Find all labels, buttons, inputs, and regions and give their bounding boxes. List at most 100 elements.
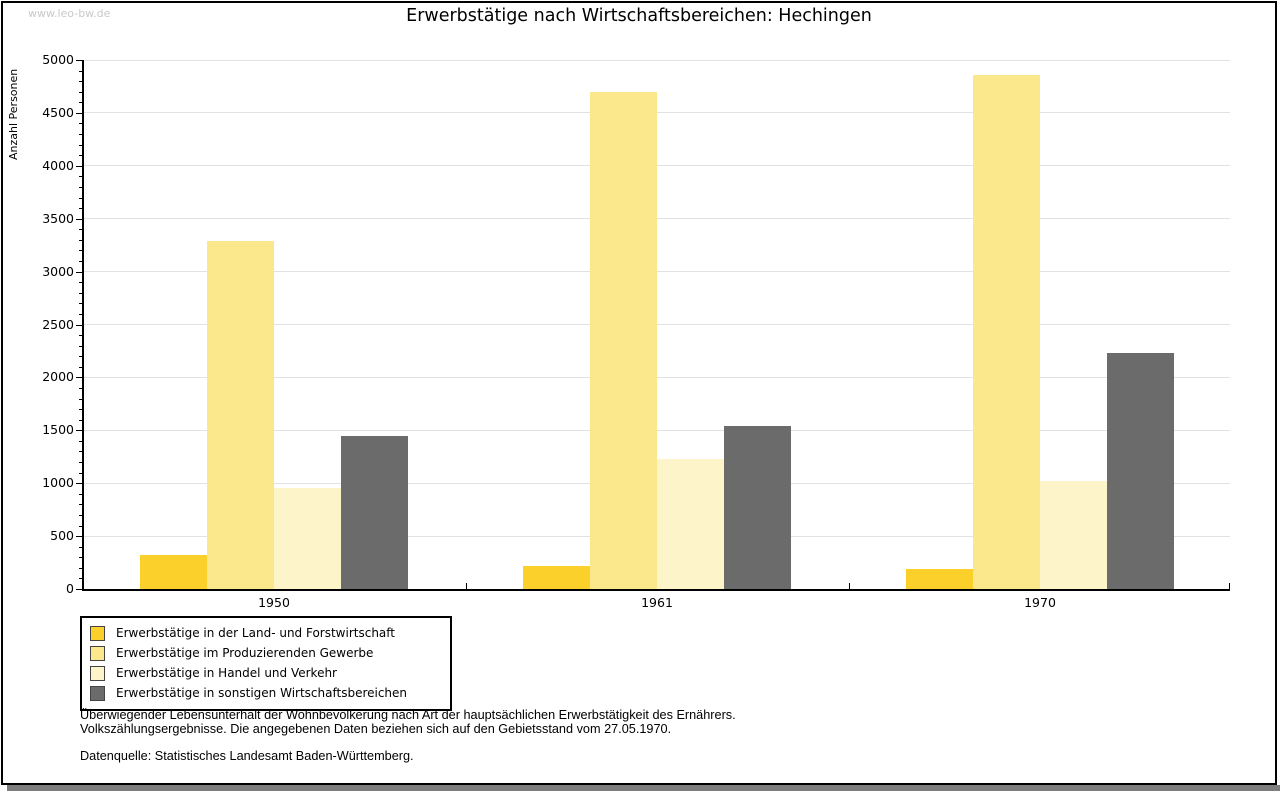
footnote-line-2: Volkszählungsergebnisse. Die angegebenen… [80,721,672,736]
y-tick-major [76,165,82,167]
y-tick-minor [79,419,82,421]
gridline [84,218,1230,220]
y-tick-minor [79,567,82,569]
y-tick-minor [79,440,82,442]
bar-1950-series-1 [140,555,207,589]
y-tick-minor [79,155,82,157]
y-tick-minor [79,186,82,188]
y-tick-major [76,271,82,273]
bar-1950-series-2 [207,241,274,589]
y-tick-minor [79,176,82,178]
y-tick-label: 2000 [42,369,74,385]
y-tick-minor [79,356,82,358]
bar-1970-series-4 [1107,353,1174,589]
y-tick-minor [79,578,82,580]
legend-label: Erwerbstätige im Produzierenden Gewerbe [116,646,374,660]
bar-1970-series-3 [1040,481,1107,589]
y-tick-minor [79,366,82,368]
legend-label: Erwerbstätige in der Land- und Forstwirt… [116,626,395,640]
y-tick-minor [79,208,82,210]
y-tick-major [76,324,82,326]
y-tick-label: 1500 [42,422,74,438]
bar-1950-series-4 [341,436,408,589]
legend-item-3: Erwerbstätige in Handel und Verkehr [90,663,442,683]
y-tick-minor [79,102,82,104]
y-tick-minor [79,335,82,337]
x-category-label: 1950 [258,595,290,610]
y-tick-major [76,218,82,220]
y-tick-major [76,377,82,379]
y-tick-minor [79,91,82,93]
y-tick-major [76,430,82,432]
gridline [84,324,1230,325]
bar-1961-series-4 [724,426,791,589]
frame-shadow [7,785,1280,791]
y-tick-major [76,483,82,485]
y-tick-minor [79,144,82,146]
y-tick-minor [79,197,82,199]
legend: Erwerbstätige in der Land- und Forstwirt… [80,616,452,711]
x-tick [848,583,850,589]
legend-swatch [90,665,105,681]
plot-area: 0 500 1000 1500 2000 2500 3000 3500 4000 4500 5000… [42,52,1230,610]
y-tick-major [76,60,82,61]
y-tick-minor [79,525,82,527]
watermark: www.leo-bw.de [28,7,111,20]
source-note: Datenquelle: Statistisches Landesamt Bad… [80,749,414,763]
y-tick-label: 3500 [42,210,74,226]
gridline [84,112,1230,114]
y-tick-minor [79,81,82,83]
y-tick-major [76,536,82,538]
x-tick [465,583,467,589]
y-tick-label: 1000 [42,475,74,491]
bar-1961-series-2 [590,92,657,589]
legend-swatch [90,645,105,661]
y-tick-minor [79,504,82,506]
y-tick-major [76,112,82,114]
legend-swatch [90,625,105,641]
y-tick-label: 4000 [42,157,74,173]
y-tick-minor [79,261,82,263]
gridline [84,165,1230,167]
page-title: Erwerbstätige nach Wirtschaftsbereichen:… [406,6,872,26]
bar-1961-series-3 [657,459,724,589]
legend-item-4: Erwerbstätige in sonstigen Wirtschaftsbe… [90,683,442,703]
y-tick-label: 3000 [42,263,74,279]
bar-1961-series-1 [523,566,590,589]
legend-item-1: Erwerbstätige in der Land- und Forstwirt… [90,623,442,643]
y-tick-minor [79,387,82,389]
gridline [84,429,1230,431]
y-tick-minor [79,239,82,241]
legend-label: Erwerbstätige in Handel und Verkehr [116,666,337,680]
legend-label: Erwerbstätige in sonstigen Wirtschaftsbe… [116,686,408,700]
y-tick-minor [79,493,82,495]
y-tick-label: 0 [66,581,74,596]
y-tick-minor [79,345,82,347]
x-category-label: 1961 [641,595,673,610]
y-tick-minor [79,250,82,252]
y-tick-label: 4500 [42,104,74,120]
y-tick-minor [79,472,82,474]
legend-swatch [90,685,105,701]
bar-1970-series-2 [973,75,1040,589]
bar-1950-series-3 [274,488,341,589]
y-tick-minor [79,313,82,315]
y-tick-minor [79,398,82,400]
legend-items: Erwerbstätige in der Land- und Forstwirt… [90,623,442,703]
y-tick-minor [79,134,82,136]
y-tick-minor [79,462,82,464]
y-tick-minor [79,451,82,453]
footnote-line-1: Überwiegender Lebensunterhalt der Wohnbe… [80,708,736,722]
y-tick-minor [79,292,82,294]
y-tick-minor [79,70,82,72]
y-tick-minor [79,123,82,125]
y-tick-major [76,589,82,590]
y-tick-minor [79,514,82,516]
y-tick-label: 2500 [42,316,74,332]
y-tick-minor [79,303,82,305]
x-category-label: 1970 [1024,595,1056,610]
y-tick-minor [79,229,82,231]
footnote: Überwiegender Lebensunterhalt der Wohnbe… [80,708,736,764]
y-tick-label: 5000 [42,52,74,67]
